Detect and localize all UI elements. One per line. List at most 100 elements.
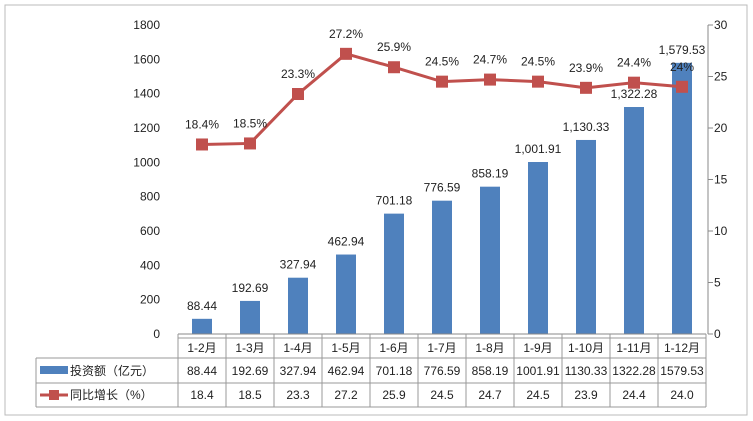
line-marker — [580, 81, 592, 94]
y-tick-label: 200 — [140, 293, 160, 307]
chart-border — [4, 4, 748, 416]
table-cell-growth: 24.5 — [526, 388, 550, 402]
x-category-label: 1-5月 — [331, 341, 360, 355]
y2-tick-label: 5 — [714, 276, 721, 290]
bar-data-label: 858.19 — [472, 167, 509, 181]
y-tick-label: 800 — [140, 190, 160, 204]
line-data-label: 23.3% — [281, 67, 315, 81]
bar — [672, 62, 692, 334]
line-data-label: 25.9% — [377, 40, 411, 54]
bar — [336, 254, 356, 334]
legend-growth: 同比增长（%） — [70, 388, 153, 402]
table-cell-growth: 24.0 — [670, 388, 694, 402]
bar — [576, 139, 596, 334]
x-category-label: 1-12月 — [664, 341, 700, 355]
table-cell-growth: 24.7 — [478, 388, 502, 402]
x-category-label: 1-7月 — [427, 341, 456, 355]
table-cell-investment: 88.44 — [187, 364, 217, 378]
table-cell-growth: 24.5 — [430, 388, 454, 402]
table-cell-growth: 23.3 — [286, 388, 310, 402]
bar-data-label: 1,579.53 — [659, 43, 706, 57]
bar — [384, 213, 404, 334]
table-cell-growth: 23.9 — [574, 388, 598, 402]
table-cell-investment: 192.69 — [232, 364, 269, 378]
x-category-label: 1-3月 — [235, 341, 264, 355]
table-cell-investment: 462.94 — [328, 364, 365, 378]
legend-line-marker — [49, 390, 59, 400]
bar-data-label: 1,322.28 — [611, 87, 658, 101]
bar — [192, 318, 212, 334]
bar — [432, 200, 452, 334]
line-data-label: 24% — [670, 60, 694, 74]
y-tick-label: 400 — [140, 258, 160, 272]
line-marker — [532, 75, 544, 88]
line-data-label: 24.7% — [473, 53, 507, 67]
y-tick-label: 1600 — [133, 52, 160, 66]
table-cell-investment: 858.19 — [472, 364, 509, 378]
x-category-label: 1-8月 — [475, 341, 504, 355]
x-category-label: 1-9月 — [523, 341, 552, 355]
x-category-label: 1-6月 — [379, 341, 408, 355]
line-marker — [244, 137, 256, 150]
line-data-label: 24.5% — [521, 55, 555, 69]
table-cell-investment: 1001.91 — [516, 364, 560, 378]
table-cell-investment: 1579.53 — [660, 364, 704, 378]
line-data-label: 24.4% — [617, 56, 651, 70]
bar-data-label: 776.59 — [424, 181, 461, 195]
line-data-label: 18.5% — [233, 116, 267, 130]
table-cell-growth: 18.4 — [190, 388, 214, 402]
line-marker — [340, 47, 352, 60]
y2-tick-label: 20 — [714, 121, 728, 135]
x-category-label: 1-11月 — [616, 341, 651, 355]
bar-data-label: 192.69 — [232, 281, 269, 295]
bar — [528, 162, 548, 334]
line-marker — [196, 138, 208, 151]
y2-tick-label: 25 — [714, 70, 728, 84]
bar-data-label: 462.94 — [328, 235, 365, 249]
bar-data-label: 1,001.91 — [515, 142, 562, 156]
bar — [480, 186, 500, 334]
table-cell-growth: 25.9 — [382, 388, 406, 402]
line-data-label: 24.5% — [425, 55, 459, 69]
y-tick-label: 1400 — [133, 87, 160, 101]
x-category-label: 1-10月 — [568, 341, 604, 355]
line-marker — [484, 73, 496, 86]
x-category-label: 1-2月 — [187, 341, 216, 355]
legend-investment: 投资额（亿元） — [70, 363, 154, 378]
table-cell-growth: 18.5 — [238, 388, 262, 402]
table-cell-investment: 776.59 — [424, 364, 461, 378]
table-cell-investment: 327.94 — [280, 364, 317, 378]
table-cell-growth: 27.2 — [334, 388, 358, 402]
x-category-label: 1-4月 — [283, 341, 312, 355]
table-cell-investment: 1322.28 — [612, 364, 656, 378]
line-marker — [292, 88, 304, 101]
y2-tick-label: 15 — [714, 173, 728, 187]
bar-data-label: 88.44 — [187, 299, 217, 313]
y-tick-label: 1200 — [133, 121, 160, 135]
bar — [240, 300, 260, 334]
y-tick-label: 1000 — [133, 155, 160, 169]
line-marker — [436, 75, 448, 88]
line-data-label: 23.9% — [569, 61, 603, 75]
y-tick-label: 0 — [153, 327, 160, 341]
line-marker — [388, 61, 400, 74]
table-cell-investment: 701.18 — [376, 364, 413, 378]
table-cell-growth: 24.4 — [622, 388, 646, 402]
line-data-label: 18.4% — [185, 117, 219, 131]
y2-tick-label: 30 — [714, 18, 728, 32]
y2-tick-label: 10 — [714, 224, 728, 238]
bar — [624, 107, 644, 334]
y-tick-label: 1800 — [133, 18, 160, 32]
bar-data-label: 1,130.33 — [563, 120, 610, 134]
bar — [288, 277, 308, 334]
line-marker — [676, 80, 688, 93]
bar-data-label: 327.94 — [280, 258, 317, 272]
line-marker — [628, 76, 640, 89]
table-cell-investment: 1130.33 — [565, 364, 608, 378]
line-data-label: 27.2% — [329, 27, 363, 41]
y-tick-label: 600 — [140, 224, 160, 238]
y2-tick-label: 0 — [714, 327, 721, 341]
legend-bar-swatch — [40, 366, 68, 374]
